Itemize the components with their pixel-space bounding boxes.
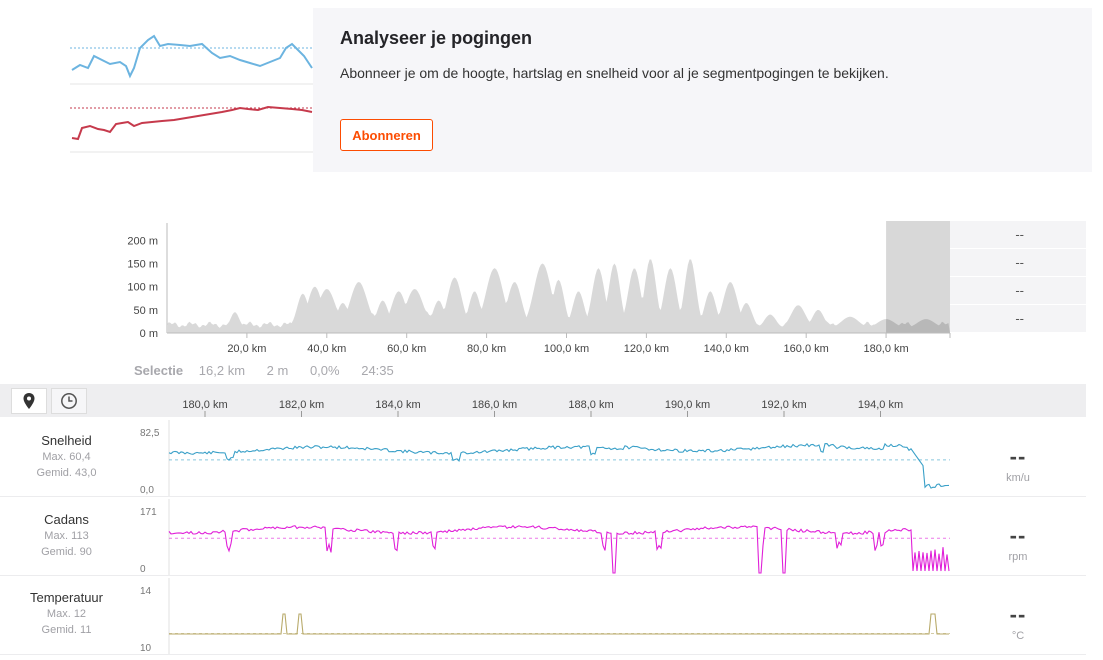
- stream-distance-axis: 180,0 km 182,0 km 184,0 km 186,0 km 188,0 km…: [182, 399, 903, 417]
- elevation-selection-profile: [886, 319, 950, 333]
- stream-y-min: 0,0: [140, 485, 154, 496]
- subscribe-button[interactable]: Abonneren: [340, 119, 433, 151]
- temperature-avg: Gemid. 11: [41, 624, 92, 636]
- row-divider: [0, 575, 1086, 576]
- map-pin-icon: [23, 393, 35, 409]
- stream-y-min: 10: [140, 643, 152, 654]
- elevation-x-tick: 40,0 km: [307, 343, 346, 355]
- stream-x-tick: 186,0 km: [472, 399, 517, 411]
- stream-y-max: 171: [140, 507, 157, 518]
- elevation-x-tick: 160,0 km: [784, 343, 829, 355]
- stream-line: [168, 525, 950, 574]
- cadence-stream-label: Cadans Max. 113 Gemid. 90: [0, 512, 133, 559]
- stream-toolbar: [0, 384, 1086, 417]
- selection-label: Selectie: [134, 363, 184, 378]
- stream-y-max: 14: [140, 586, 152, 597]
- promo-speed-line: [71, 34, 313, 79]
- selection-summary: Selectie 16,2 km 2 m 0,0% 24:35: [134, 363, 412, 378]
- elevation-side-value: --: [950, 305, 1086, 332]
- stream-y-max: 82,5: [140, 428, 160, 439]
- speed-stream-label: Snelheid Max. 60,4 Gemid. 43,0: [0, 433, 133, 480]
- stream-y-min: 0: [140, 564, 146, 575]
- elevation-x-tick: 80,0 km: [467, 343, 506, 355]
- clock-icon: [61, 393, 77, 409]
- stream-line: [168, 442, 950, 489]
- selection-distance: 16,2 km: [198, 363, 246, 378]
- stream-line: [169, 613, 949, 635]
- stream-x-tick: 182,0 km: [279, 399, 324, 411]
- elevation-side-panel: -- -- -- --: [950, 221, 1086, 333]
- speed-max: Max. 60,4: [42, 451, 91, 463]
- elevation-y-tick: 0 m: [140, 328, 158, 340]
- speed-unit: km/u: [1006, 472, 1030, 484]
- elevation-y-tick: 200 m: [127, 235, 158, 247]
- row-divider: [0, 496, 1086, 497]
- temperature-stream-label: Temperatuur Max. 12 Gemid. 11: [0, 590, 133, 637]
- stream-x-tick: 180,0 km: [182, 399, 227, 411]
- elevation-y-tick: 100 m: [127, 282, 158, 294]
- elevation-x-tick: 100,0 km: [544, 343, 589, 355]
- row-divider: [0, 654, 1086, 655]
- elevation-side-value: --: [950, 221, 1086, 248]
- promo-thumbnail: [70, 8, 313, 172]
- elevation-side-value: --: [950, 249, 1086, 276]
- speed-current: -- km/u: [950, 444, 1086, 484]
- temperature-stream-chart[interactable]: 14 10: [134, 576, 950, 654]
- elevation-x-tick: 20,0 km: [227, 343, 266, 355]
- selection-duration: 24:35: [361, 363, 394, 378]
- elevation-selection-area: [886, 221, 950, 333]
- elevation-x-tick: 120,0 km: [624, 343, 669, 355]
- cadence-title: Cadans: [44, 512, 89, 527]
- stream-x-tick: 192,0 km: [761, 399, 806, 411]
- distance-mode-button[interactable]: [11, 388, 47, 414]
- promo-description: Abonneer je om de hoogte, hartslag en sn…: [340, 65, 889, 81]
- cadence-unit: rpm: [1008, 551, 1028, 563]
- elevation-y-tick: 150 m: [127, 258, 158, 270]
- stream-x-tick: 190,0 km: [665, 399, 710, 411]
- time-mode-button[interactable]: [51, 388, 87, 414]
- speed-avg: Gemid. 43,0: [36, 467, 97, 479]
- cadence-current: -- rpm: [950, 523, 1086, 563]
- speed-title: Snelheid: [41, 433, 92, 448]
- elevation-x-tick: 140,0 km: [704, 343, 749, 355]
- temperature-max: Max. 12: [46, 608, 87, 620]
- promo-card: Analyseer je pogingen Abonneer je om de …: [70, 8, 1092, 172]
- elevation-chart[interactable]: 200 m 150 m 100 m 50 m 0 m 20,0 km 40,0 km 60,0…: [110, 215, 960, 365]
- temperature-value: --: [1009, 602, 1027, 627]
- elevation-x-tick: 180,0 km: [863, 343, 908, 355]
- speed-stream-chart[interactable]: 82,5 0,0: [134, 418, 950, 496]
- promo-title: Analyseer je pogingen: [340, 28, 533, 48]
- elevation-y-tick: 50 m: [134, 305, 158, 317]
- cadence-value: --: [1009, 523, 1027, 548]
- cadence-max: Max. 113: [44, 530, 89, 542]
- elevation-side-value: --: [950, 277, 1086, 304]
- elevation-profile-area: [167, 259, 950, 333]
- stream-x-tick: 188,0 km: [568, 399, 613, 411]
- promo-preview-chart: [70, 34, 313, 153]
- selection-time: 2 m: [266, 363, 289, 378]
- promo-heartrate-line: [71, 105, 313, 141]
- stream-x-tick: 194,0 km: [858, 399, 903, 411]
- selection-grade: 0,0%: [309, 363, 340, 378]
- temperature-unit: °C: [1011, 630, 1025, 642]
- temperature-current: -- °C: [950, 602, 1086, 642]
- speed-value: --: [1009, 444, 1027, 469]
- stream-x-tick: 184,0 km: [375, 399, 420, 411]
- cadence-avg: Gemid. 90: [41, 546, 92, 558]
- temperature-title: Temperatuur: [30, 590, 103, 605]
- elevation-x-tick: 60,0 km: [387, 343, 426, 355]
